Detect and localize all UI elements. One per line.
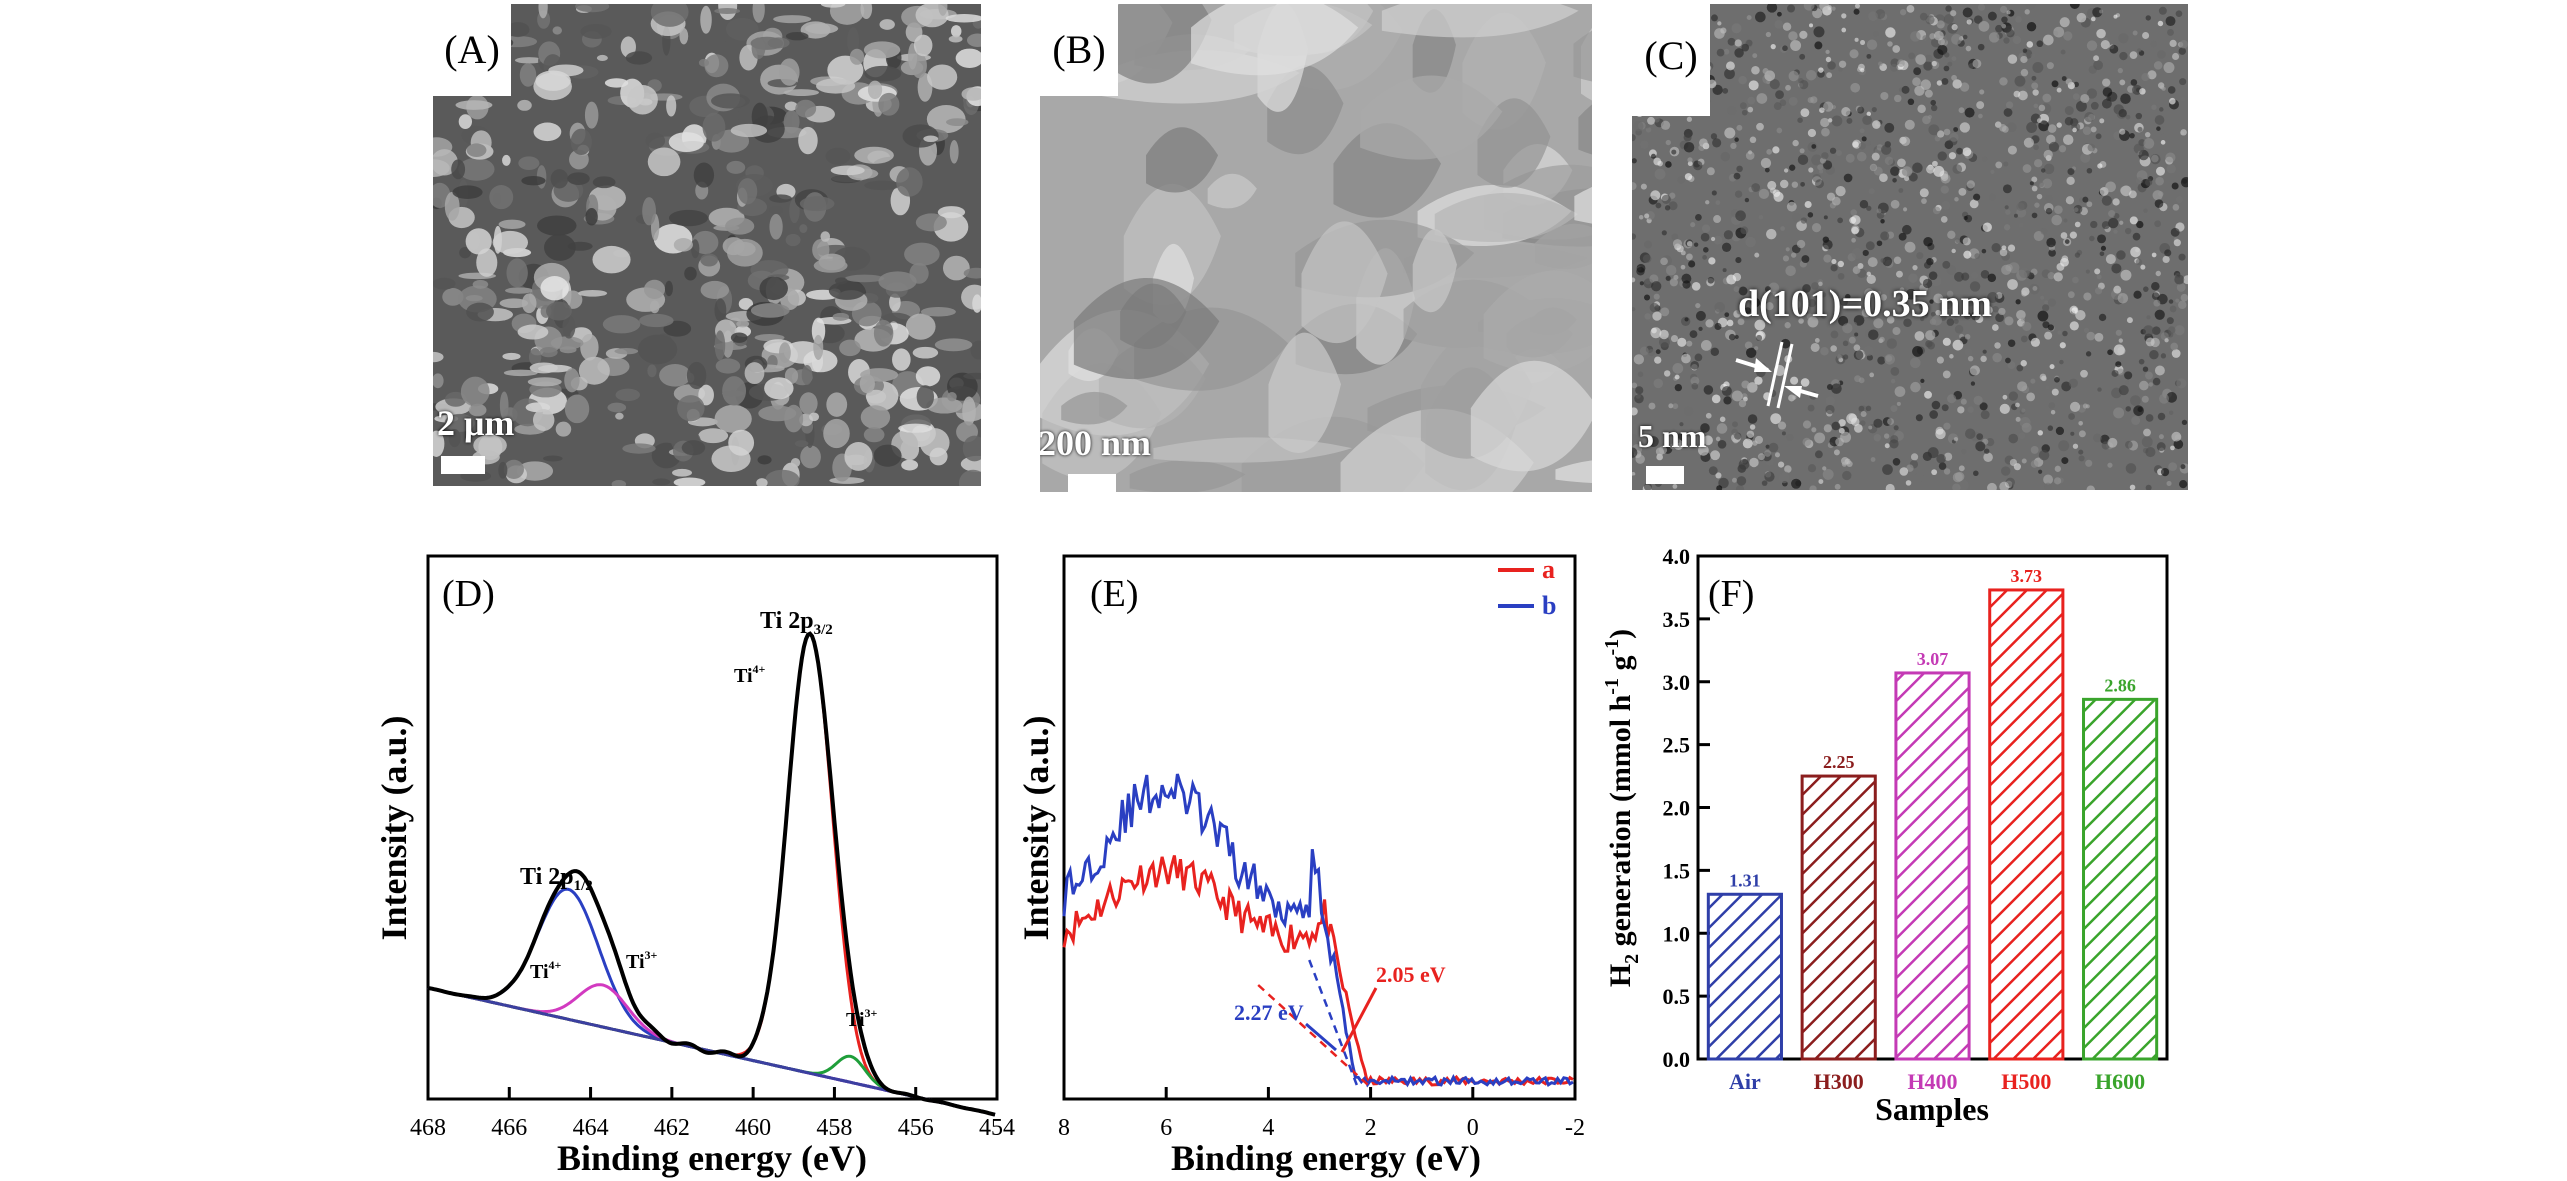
bar-value-label: 3.73 [2011, 566, 2043, 586]
chart-f-ytick-label: 1.5 [1663, 858, 1691, 883]
chart-e-xtick-label: 6 [1160, 1115, 1172, 1141]
bar-category-label: H400 [1907, 1069, 1957, 1094]
panel-label-b: (B) [1040, 4, 1118, 96]
legend-label-a: a [1542, 555, 1555, 584]
chart-f-ytick-label: 4.0 [1663, 544, 1691, 569]
chart-d-xlabel: Binding energy (eV) [557, 1138, 867, 1178]
chart-d-xps-ti2p: (D) 468 466 464 462 460 458 456 454 Binding ene… [374, 554, 1015, 1178]
series-b [1062, 773, 1574, 1088]
chart-f-ytick-label: 0.5 [1663, 984, 1691, 1009]
ann-ti2p12: Ti 2p1/2 [520, 864, 593, 894]
chart-f-ytick-label: 2.5 [1663, 733, 1691, 758]
bar-h300 [1800, 774, 1877, 1061]
chart-e-xtick-label: 0 [1467, 1115, 1479, 1141]
chart-e-ylabel: Intensity (a.u.) [1020, 715, 1056, 940]
bar-value-label: 2.25 [1823, 752, 1855, 772]
bar-h600 [2082, 697, 2159, 1061]
chart-f-ytick-label: 1.0 [1663, 921, 1691, 946]
chart-f-xlabel: Samples [1875, 1091, 1989, 1127]
panel-label-e: (E) [1090, 573, 1139, 615]
chart-e-vb-xps: (E) 8 6 4 2 0 -2 a b 2.05 eV 2.27 eV Binding … [1020, 554, 1585, 1178]
chart-d-xtick-label: 458 [816, 1115, 852, 1141]
bar-air [1706, 892, 1783, 1061]
ann-ti3-b: Ti3+ [846, 1006, 878, 1031]
chart-d-xtick-label: 468 [410, 1115, 446, 1141]
chart-e-xtick-label: 8 [1058, 1115, 1070, 1141]
bar-value-label: 2.86 [2104, 675, 2136, 695]
ann-ti4-b: Ti4+ [530, 958, 562, 983]
chart-f-ylabel: H2 generation (mmol h-1 g-1) [1601, 629, 1643, 987]
chart-d-ylabel: Intensity (a.u.) [374, 715, 414, 940]
scale-text-c: 5 nm [1638, 418, 1707, 454]
panel-label-a: (A) [433, 4, 511, 96]
chart-e-curves [1062, 773, 1574, 1088]
chart-d-frame [426, 554, 999, 1101]
chart-e-frame [1062, 554, 1577, 1101]
chart-f-ytick-label: 3.5 [1663, 607, 1691, 632]
chart-d-xtick-label: 454 [979, 1115, 1015, 1141]
bar-category-label: H300 [1814, 1069, 1864, 1094]
ann-ti2p32: Ti 2p3/2 [760, 608, 833, 638]
chart-e-xtick-label: 4 [1262, 1115, 1274, 1141]
scale-text-b: 200 nm [1040, 423, 1152, 463]
legend-label-b: b [1542, 591, 1556, 620]
bar-value-label: 1.31 [1729, 870, 1761, 890]
chart-f-ytick-label: 3.0 [1663, 670, 1691, 695]
panel-label-c: (C) [1632, 4, 1710, 116]
chart-e-xtick-label: -2 [1565, 1115, 1585, 1141]
sem-image-a: (A) 2 μm [433, 4, 981, 486]
chart-d-curves [427, 631, 996, 1117]
ann-blue-edge: 2.27 eV [1234, 1000, 1304, 1025]
panel-label-d: (D) [442, 573, 495, 615]
ann-red-edge: 2.05 eV [1376, 962, 1446, 987]
scale-bar-b [1068, 474, 1116, 492]
sem-texture-b [1040, 4, 1592, 492]
chart-e-xtick-label: 2 [1365, 1115, 1377, 1141]
ann-ti4-a: Ti4+ [734, 662, 766, 687]
bar-h400 [1894, 671, 1971, 1061]
ann-ti3-a: Ti3+ [626, 948, 658, 973]
scale-bar-c [1646, 466, 1684, 484]
chart-d-xtick-label: 466 [491, 1115, 527, 1141]
chart-d-xtick-label: 462 [654, 1115, 690, 1141]
bar-category-label: H500 [2001, 1069, 2051, 1094]
chart-d-ticks: 468 466 464 462 460 458 456 454 [410, 1087, 1015, 1141]
panel-label-f: (F) [1708, 573, 1754, 615]
lattice-spacing-label: d(101)=0.35 nm [1738, 283, 1992, 325]
sem-image-b: (B) 200 nm [1040, 4, 1592, 492]
chart-d-xtick-label: 464 [573, 1115, 609, 1141]
series-ti4-2p12 [427, 887, 996, 1116]
bar-category-label: Air [1729, 1069, 1761, 1094]
chart-f-bars: 1.31 Air 2.25 H300 3.07 H400 3.73 H500 2.86 H600 [1706, 566, 2159, 1094]
tangent-b [1308, 959, 1358, 1086]
tem-texture-c [1632, 4, 2188, 490]
chart-f-h2-generation: (F) 0.0 0.5 1.0 1.5 2.0 2.5 3.0 3.5 4.0 1.31 Air 2… [1601, 544, 2169, 1127]
series-ti4-2p32 [427, 631, 996, 1116]
chart-d-xtick-label: 456 [898, 1115, 934, 1141]
scale-bar-a [441, 456, 485, 474]
tangent-a [1257, 984, 1369, 1086]
scale-text-a: 2 μm [437, 403, 515, 443]
chart-e-xlabel: Binding energy (eV) [1171, 1138, 1481, 1178]
chart-e-ticks: 8 6 4 2 0 -2 [1058, 1087, 1585, 1141]
chart-d-xtick-label: 460 [735, 1115, 771, 1141]
series-envelope [427, 631, 996, 1117]
chart-f-ytick-label: 2.0 [1663, 796, 1691, 821]
ann-blue-arrow [1305, 1022, 1337, 1052]
bar-h500 [1988, 588, 2065, 1061]
sem-texture-a [433, 4, 981, 486]
chart-f-ticks: 0.0 0.5 1.0 1.5 2.0 2.5 3.0 3.5 4.0 [1663, 544, 1710, 1072]
bar-value-label: 3.07 [1917, 649, 1949, 669]
bar-category-label: H600 [2095, 1069, 2145, 1094]
tem-image-c: (C) d(101)=0.35 nm 5 nm [1632, 4, 2188, 490]
chart-f-ytick-label: 0.0 [1663, 1047, 1691, 1072]
ann-red-arrow [1340, 987, 1378, 1053]
